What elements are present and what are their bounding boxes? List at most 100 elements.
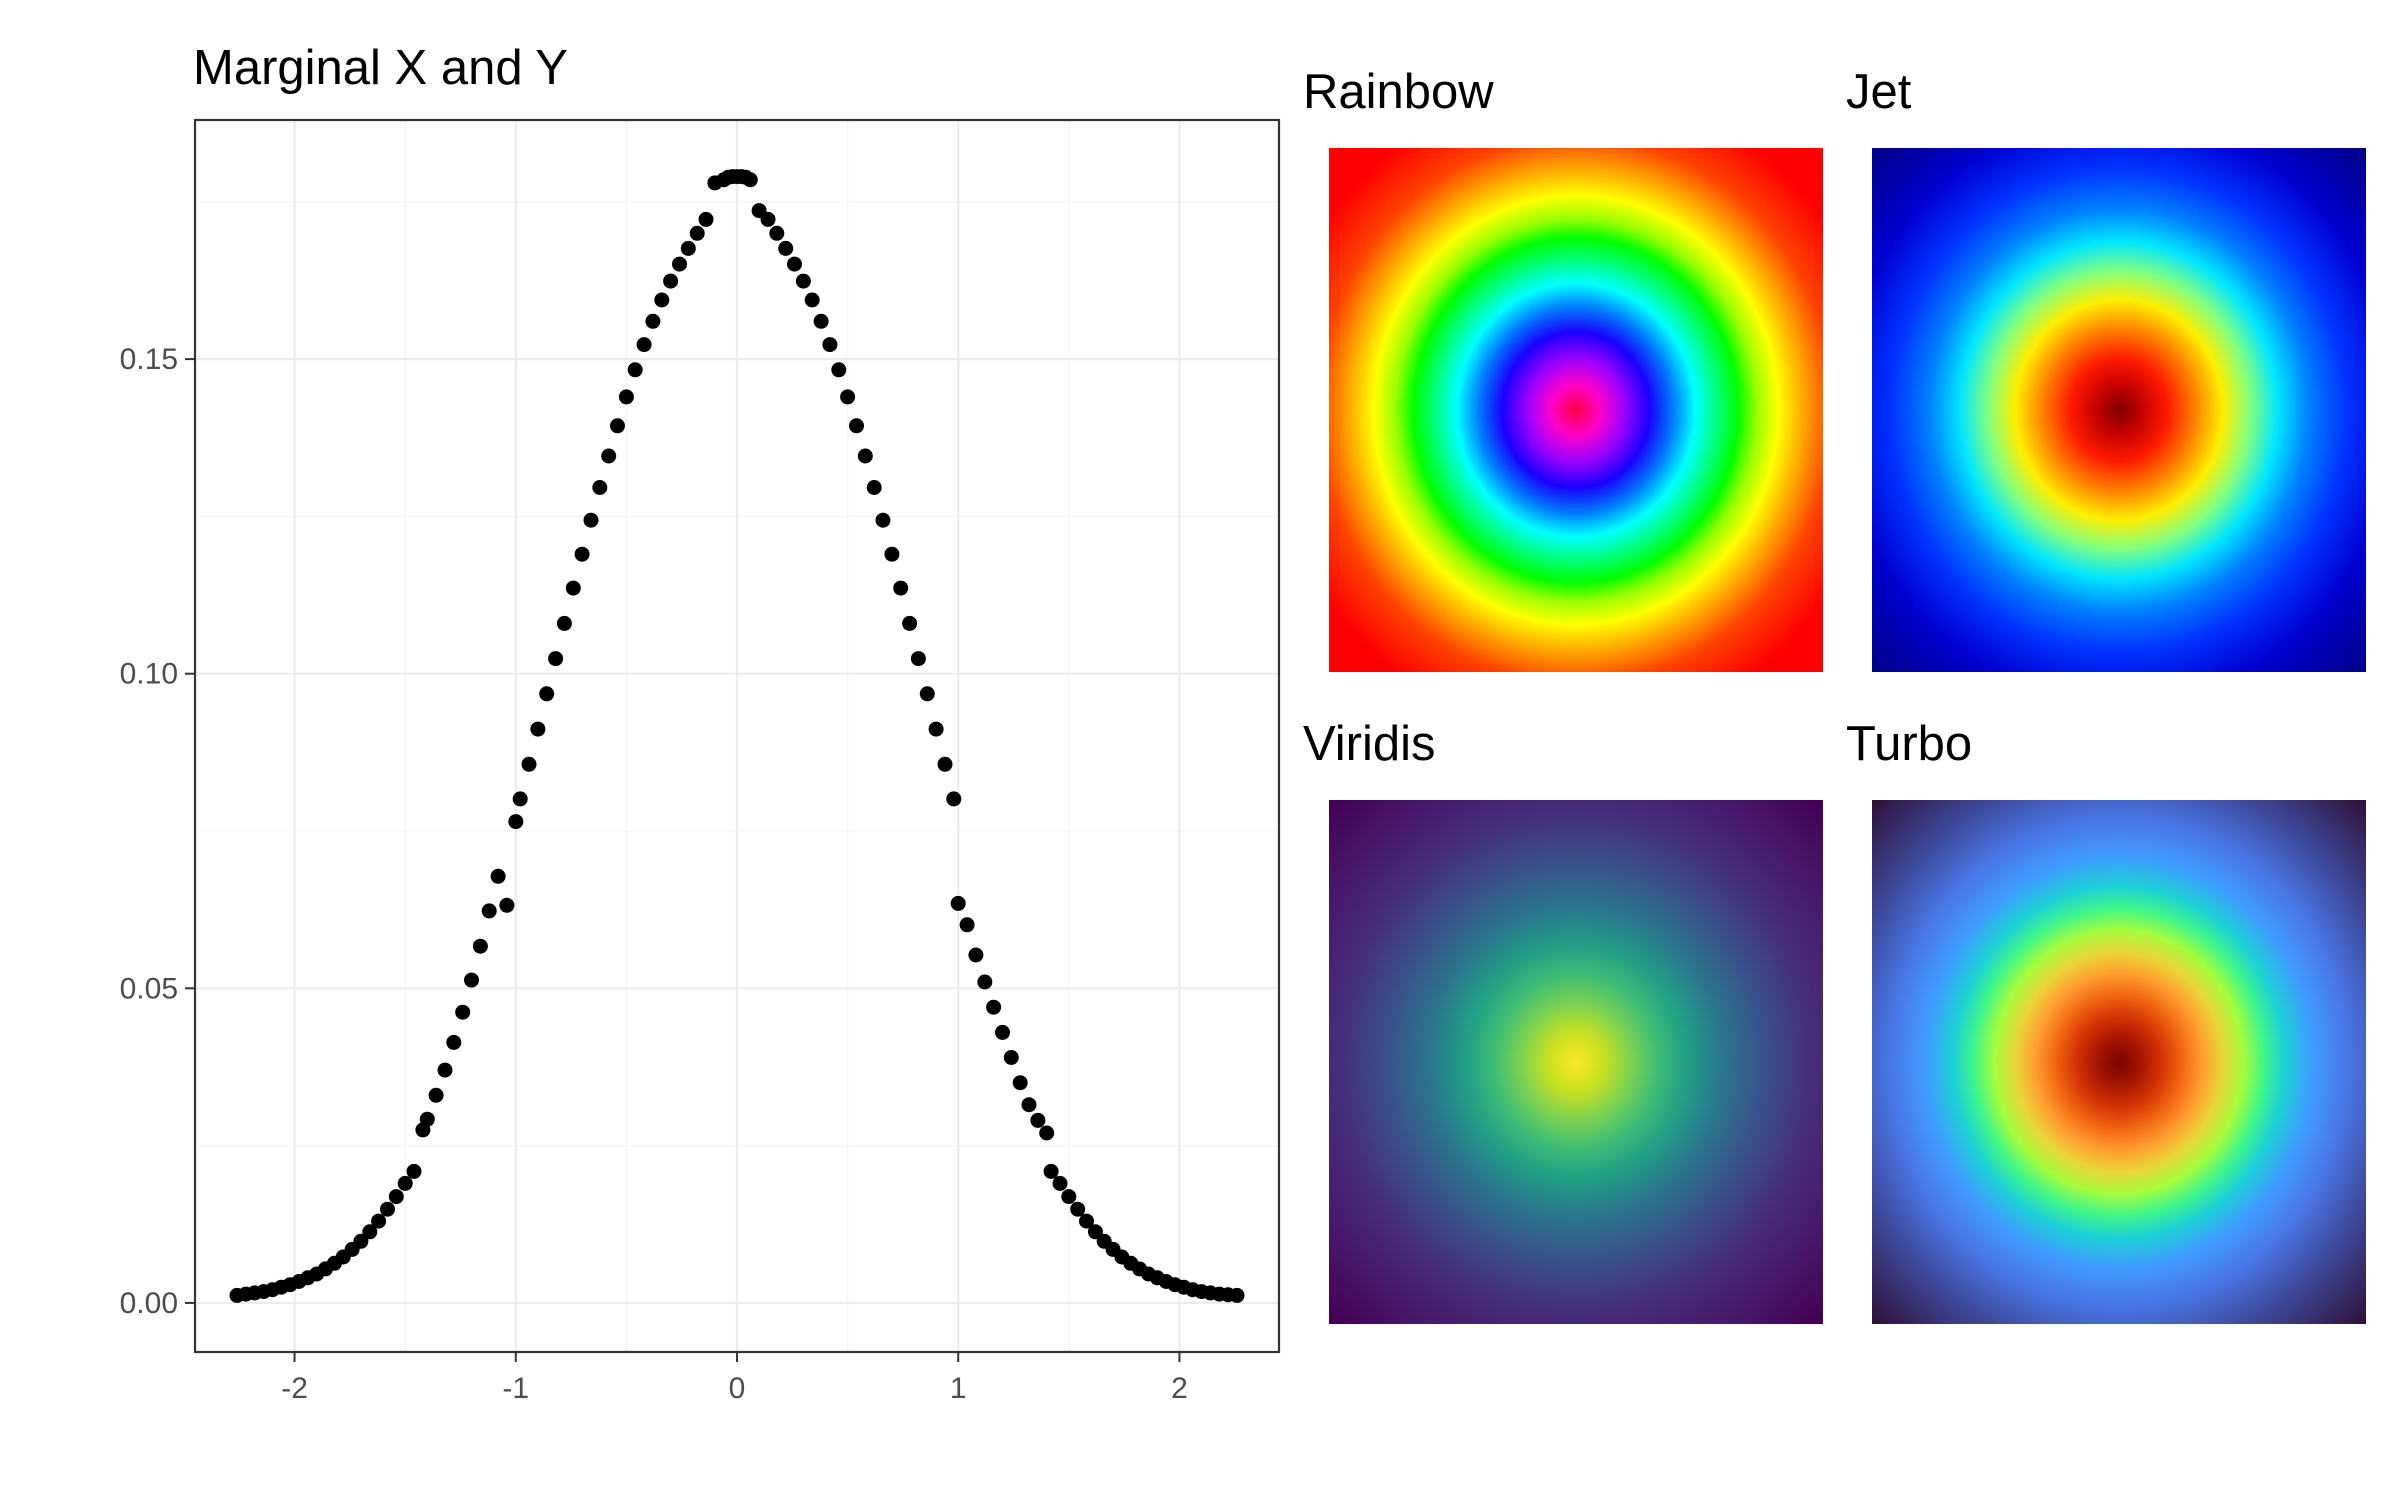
x-tick-label: 2 (1171, 1372, 1188, 1405)
heatmap-panel-rainbow: Rainbow (1303, 65, 1823, 672)
scatter-point (464, 972, 479, 988)
scatter-point (380, 1201, 395, 1217)
scatter-point (804, 292, 820, 308)
scatter-point (742, 172, 758, 188)
scatter-point (857, 448, 873, 464)
scatter-point (512, 791, 528, 807)
scatter-point (689, 225, 705, 241)
scatter-point (539, 686, 555, 702)
x-tick-label: 0 (729, 1372, 746, 1405)
scatter-point (1070, 1201, 1086, 1217)
x-tick-label: 1 (950, 1372, 967, 1405)
scatter-point (995, 1024, 1010, 1040)
scatter-point (959, 917, 975, 933)
scatter-point (530, 721, 546, 737)
scatter-point (698, 211, 714, 227)
scatter-point (672, 256, 687, 272)
x-axis-ticks: -2 -1 0 1 2 (281, 1352, 1188, 1405)
scatter-point (1039, 1125, 1055, 1141)
y-axis-ticks: 0.00 0.05 0.10 0.15 (120, 343, 195, 1320)
scatter-title: Marginal X and Y (193, 41, 568, 95)
heatmap-viridis (1329, 800, 1823, 1324)
scatter-point (419, 1111, 435, 1127)
scatter-point (813, 313, 829, 329)
scatter-point (548, 651, 564, 667)
scatter-point (760, 211, 776, 227)
scatter-point (481, 903, 497, 919)
heatmap-turbo (1872, 800, 2366, 1324)
scatter-point (472, 938, 488, 954)
scatter-point (565, 580, 581, 596)
scatter-point (406, 1163, 422, 1179)
scatter-point (627, 362, 643, 378)
scatter-point (787, 256, 802, 272)
heatmap-panel-viridis: Viridis (1303, 717, 1823, 1324)
scatter-point (437, 1062, 453, 1078)
scatter-point (968, 947, 984, 963)
scatter-point (353, 1233, 369, 1249)
heatmap-title-viridis: Viridis (1303, 717, 1436, 771)
heatmap-jet (1872, 148, 2366, 672)
y-tick-label: 0.00 (120, 1287, 178, 1320)
heatmap-panel-jet: Jet (1846, 65, 2366, 672)
scatter-point (592, 480, 608, 495)
scatter-point (1030, 1112, 1046, 1128)
scatter-point (946, 791, 962, 807)
y-tick-label: 0.10 (120, 658, 178, 691)
scatter-point (849, 418, 864, 434)
scatter-point (840, 389, 856, 405)
scatter-point (455, 1004, 471, 1020)
scatter-point (654, 292, 670, 308)
major-gridlines (195, 120, 1279, 1352)
scatter-point (610, 418, 625, 434)
scatter-point (680, 240, 696, 256)
scatter-point (831, 362, 847, 378)
scatter-point (928, 721, 944, 737)
scatter-point (884, 546, 900, 562)
scatter-point (1087, 1224, 1103, 1240)
scatter-point (618, 389, 634, 405)
scatter-point (1061, 1189, 1077, 1205)
scatter-point (910, 651, 926, 667)
scatter-point (1021, 1097, 1037, 1113)
scatter-point (574, 546, 590, 562)
scatter-point (583, 512, 599, 528)
scatter-point (1012, 1075, 1028, 1091)
scatter-point (778, 240, 794, 256)
scatter-point (428, 1087, 444, 1103)
heatmap-title-rainbow: Rainbow (1303, 65, 1494, 119)
y-tick-label: 0.15 (120, 343, 178, 376)
scatter-plot-panel: -2 -1 0 1 2 0.00 0.05 0.10 0.15 (120, 118, 1281, 1405)
scatter-point (1052, 1175, 1068, 1191)
scatter-point (388, 1189, 404, 1205)
scatter-point (795, 273, 811, 289)
scatter-point (950, 895, 966, 911)
scatter-point (601, 448, 617, 464)
heatmap-title-turbo: Turbo (1846, 717, 1972, 771)
scatter-point (446, 1034, 462, 1050)
scatter-point (875, 512, 891, 528)
scatter-point (977, 974, 993, 990)
scatter-point (866, 480, 882, 495)
scatter-point (636, 337, 652, 353)
heatmap-rainbow (1329, 148, 1823, 672)
scatter-point (663, 273, 679, 289)
scatter-point (556, 615, 572, 631)
heatmap-title-jet: Jet (1846, 65, 1912, 119)
scatter-point (1229, 1287, 1245, 1303)
scatter-point (397, 1175, 413, 1191)
scatter-point (919, 686, 935, 702)
scatter-point (1079, 1213, 1094, 1229)
scatter-point (490, 868, 506, 884)
scatter-point (937, 756, 953, 772)
scatter-point (371, 1213, 387, 1229)
y-tick-label: 0.05 (120, 972, 178, 1005)
scatter-point (1003, 1050, 1019, 1065)
scatter-point (822, 337, 838, 353)
scatter-point (499, 897, 515, 913)
scatter-point (893, 580, 909, 596)
scatter-point (1043, 1163, 1059, 1179)
scatter-point (902, 615, 918, 631)
